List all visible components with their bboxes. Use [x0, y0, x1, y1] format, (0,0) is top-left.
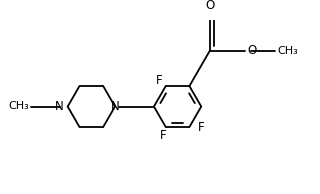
Text: O: O — [247, 44, 256, 57]
Text: O: O — [205, 0, 214, 12]
Text: F: F — [160, 129, 167, 142]
Text: CH₃: CH₃ — [277, 46, 298, 55]
Text: CH₃: CH₃ — [8, 100, 29, 111]
Text: N: N — [55, 100, 64, 113]
Text: N: N — [111, 100, 119, 113]
Text: F: F — [156, 74, 163, 87]
Text: F: F — [198, 120, 205, 133]
